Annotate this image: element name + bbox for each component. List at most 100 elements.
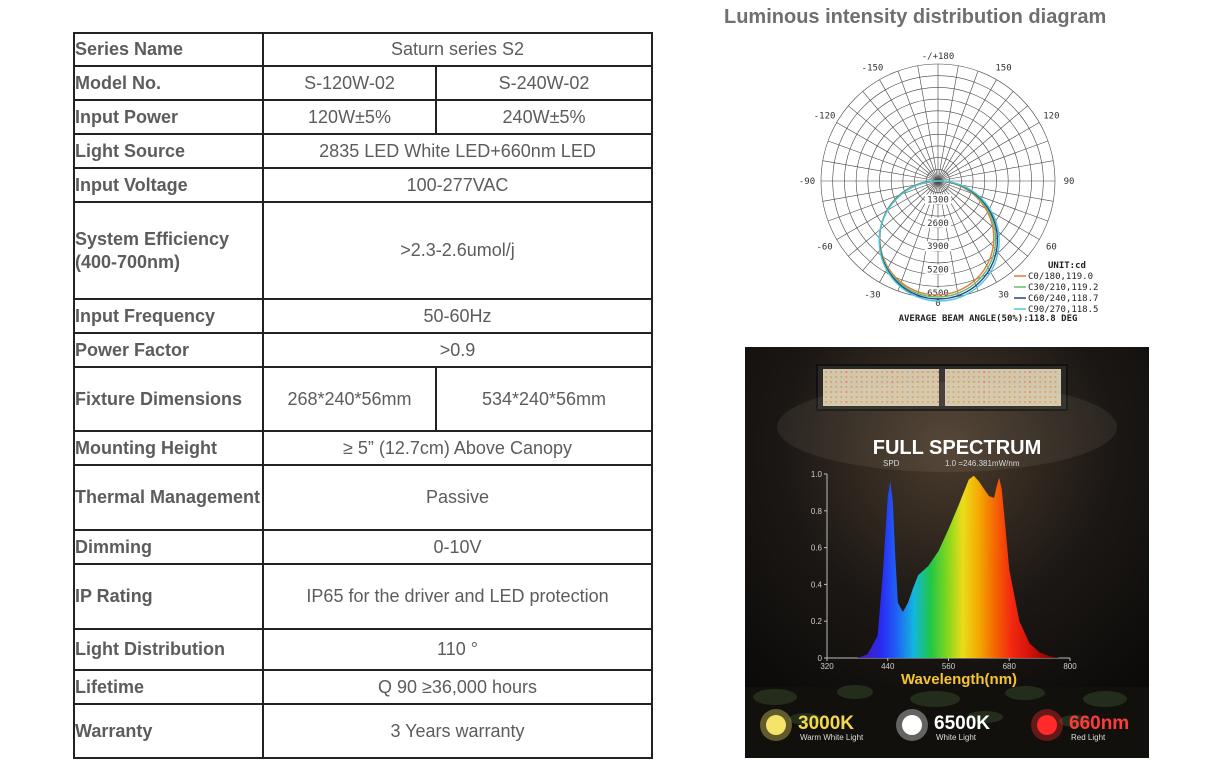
led-dot — [850, 391, 853, 393]
plant-leaf — [753, 689, 797, 705]
led-dot — [896, 396, 899, 398]
led-dot — [916, 391, 919, 393]
led-dot — [1039, 401, 1042, 403]
led-dot — [957, 391, 960, 393]
led-dot — [840, 371, 843, 373]
led-dot — [952, 371, 955, 373]
y-tick-label: 1.0 — [811, 470, 823, 479]
legend-entry: C90/270,118.5 — [1028, 305, 1098, 315]
led-dot — [993, 371, 996, 373]
spec-value: 50-60Hz — [261, 298, 654, 334]
led-dot — [881, 376, 884, 378]
led-dot — [998, 401, 1001, 403]
led-dot — [855, 391, 858, 393]
led-dot — [983, 371, 986, 373]
x-tick-label: 800 — [1063, 662, 1077, 671]
led-dot — [952, 401, 955, 403]
led-dot — [1034, 391, 1037, 393]
spectrum-panel: FULL SPECTRUM SPD 1.0 =246.381mW/nm 0 0.2 0.4… — [745, 347, 1149, 758]
led-dot — [865, 376, 868, 378]
spec-label: System Efficiency (400-700nm) — [73, 201, 264, 300]
unit-label: UNIT:cd — [1048, 261, 1086, 271]
radial-tick-bg — [925, 194, 951, 205]
spec-value: Q 90 ≥36,000 hours — [261, 669, 654, 705]
led-dot — [896, 386, 899, 388]
table-row: IP Rating IP65 for the driver and LED pro… — [73, 563, 654, 630]
led-dot — [876, 381, 878, 383]
led-dot — [840, 381, 843, 383]
led-dot — [840, 386, 843, 388]
plant-leaf — [967, 711, 1003, 723]
led-dot — [850, 386, 853, 388]
led-dot — [952, 386, 955, 388]
fixture-divider — [939, 369, 945, 406]
led-dot — [972, 401, 975, 403]
badge-label: Red Light — [1071, 733, 1106, 742]
led-dot — [1039, 371, 1042, 373]
x-tick-label: 680 — [1003, 662, 1017, 671]
grid-spoke — [937, 180, 1049, 222]
led-dot — [860, 396, 863, 398]
angle-label: -30 — [864, 290, 880, 300]
radial-tick-label: 6500 — [927, 289, 949, 299]
led-dot — [921, 391, 924, 393]
spec-label: Series Name — [73, 32, 264, 67]
led-dot — [998, 371, 1001, 373]
led-dot — [993, 376, 996, 378]
spectrum-title: FULL SPECTRUM — [873, 437, 1042, 459]
led-dot — [1013, 371, 1016, 373]
led-dot — [845, 376, 848, 378]
led-dot — [825, 396, 827, 398]
led-dot — [835, 371, 838, 373]
led-dot — [845, 391, 848, 393]
badge-value: 6500K — [934, 713, 990, 734]
led-dot — [891, 386, 894, 388]
led-dot — [1013, 381, 1016, 383]
led-dot — [1018, 396, 1021, 398]
led-dot — [972, 381, 975, 383]
led-dot — [1018, 391, 1021, 393]
led-dot — [906, 376, 909, 378]
spec-label: Mounting Height — [73, 430, 264, 466]
led-dot — [886, 381, 889, 383]
radial-tick-bg — [925, 264, 951, 275]
spec-value: 120W±5% — [262, 99, 437, 135]
led-dot — [850, 371, 853, 373]
spec-label: Light Source — [73, 133, 264, 169]
led-dot — [901, 376, 904, 378]
led-dot — [1008, 381, 1011, 383]
led-dot — [978, 381, 980, 383]
grid-spoke — [937, 122, 1040, 182]
led-dot — [947, 386, 950, 388]
grid-spoke — [937, 105, 1028, 182]
led-dot — [967, 371, 970, 373]
led-dot — [845, 386, 848, 388]
led-dot — [1003, 371, 1006, 373]
radial-tick-bg — [925, 241, 951, 252]
led-dot — [1029, 401, 1031, 403]
led-dot — [835, 386, 838, 388]
led-dot — [825, 386, 827, 388]
legend-entry: C60/240,118.7 — [1028, 294, 1098, 304]
led-dot — [911, 401, 914, 403]
led-dot — [911, 376, 914, 378]
x-tick-label: 560 — [942, 662, 956, 671]
led-dot — [1018, 401, 1021, 403]
led-dot — [876, 391, 878, 393]
grid-spoke — [848, 105, 939, 182]
led-dot — [906, 371, 909, 373]
radial-tick-bg — [925, 288, 951, 298]
spec-value: Passive — [261, 464, 654, 531]
led-dot — [921, 396, 924, 398]
x-axis-label: Wavelength(nm) — [901, 671, 1017, 688]
led-dot — [830, 401, 833, 403]
led-dot — [1044, 381, 1047, 383]
led-dot — [835, 401, 838, 403]
led-dot — [937, 371, 940, 373]
table-row: System Efficiency (400-700nm) >2.3-2.6umo… — [73, 201, 654, 300]
spec-value: 240W±5% — [434, 99, 654, 135]
led-dot — [1008, 376, 1011, 378]
spec-value: 110 ° — [261, 628, 654, 671]
led-dot — [1003, 386, 1006, 388]
led-dot — [886, 401, 889, 403]
